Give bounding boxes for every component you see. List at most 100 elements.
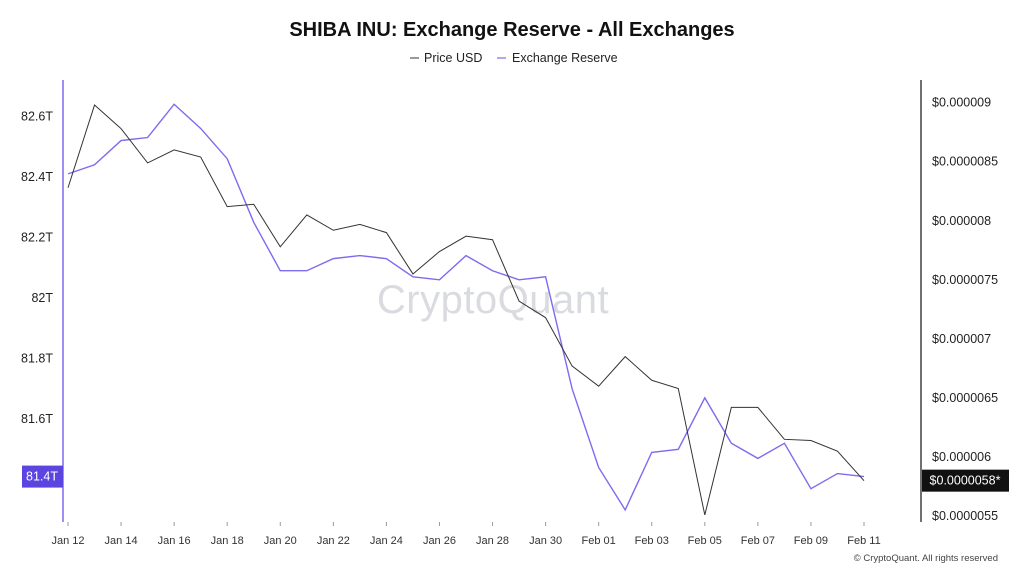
data-point: [490, 268, 495, 273]
x-tick-label: Feb 11: [847, 535, 880, 547]
data-point: [808, 438, 813, 443]
data-point: [119, 126, 124, 131]
x-tick-label: Feb 07: [741, 535, 775, 547]
data-point: [437, 277, 442, 282]
data-point: [198, 126, 203, 131]
legend-reserve-label: Exchange Reserve: [512, 51, 618, 65]
left-tick-label: 82.4T: [21, 170, 53, 184]
data-point: [304, 212, 309, 217]
data-point: [225, 204, 230, 209]
right-tick-label: $0.000009: [932, 96, 991, 110]
right-tick-label: $0.000007: [932, 332, 991, 346]
data-point: [331, 256, 336, 261]
x-tick-label: Jan 28: [476, 535, 509, 547]
legend: Price USD Exchange Reserve: [410, 51, 618, 65]
data-point: [251, 202, 256, 207]
data-point: [278, 268, 283, 273]
data-point: [782, 437, 787, 442]
data-point: [623, 507, 628, 512]
data-point: [278, 244, 283, 249]
left-tick-label: 82T: [31, 291, 53, 305]
data-point: [331, 228, 336, 233]
data-point: [437, 249, 442, 254]
left-axis-ticks: 81.6T 81.8T 82T 82.2T 82.4T 82.6T: [21, 109, 53, 426]
left-current-badge-label: 81.4T: [26, 470, 58, 484]
series-line: [67, 103, 865, 512]
left-tick-label: 81.8T: [21, 352, 53, 366]
right-axis-ticks: $0.0000055 $0.000006 $0.0000065 $0.000007 $0…: [932, 96, 998, 523]
chart-title: SHIBA INU: Exchange Reserve - All Exchan…: [289, 19, 734, 41]
x-tick-label: Jan 30: [529, 535, 562, 547]
data-point: [490, 237, 495, 242]
data-point: [729, 405, 734, 410]
data-point: [543, 315, 548, 320]
data-point: [251, 220, 256, 225]
data-point: [92, 103, 97, 108]
data-point: [66, 185, 71, 190]
x-tick-label: Jan 24: [370, 535, 403, 547]
data-point: [66, 171, 71, 176]
x-tick-label: Jan 16: [158, 535, 191, 547]
data-point: [357, 253, 362, 258]
data-point: [384, 230, 389, 235]
data-point: [145, 135, 150, 140]
data-point: [517, 277, 522, 282]
data-point: [835, 471, 840, 476]
left-current-badge: [22, 465, 63, 488]
data-point: [596, 384, 601, 389]
data-point: [92, 162, 97, 167]
right-tick-label: $0.000008: [932, 214, 991, 228]
data-point: [755, 456, 760, 461]
data-point: [357, 222, 362, 227]
data-point: [119, 138, 124, 143]
data-point: [808, 486, 813, 491]
data-point: [676, 386, 681, 391]
data-point: [835, 449, 840, 454]
data-point: [649, 378, 654, 383]
x-tick-label: Feb 05: [688, 535, 722, 547]
data-point: [172, 147, 177, 152]
x-tick-label: Jan 22: [317, 535, 350, 547]
badge-layer: 81.4T $0.0000058*: [22, 465, 1009, 492]
x-tick-label: Feb 09: [794, 535, 828, 547]
legend-price-label: Price USD: [424, 51, 482, 65]
x-tick-label: Jan 18: [211, 535, 244, 547]
data-point: [145, 160, 150, 165]
data-point: [676, 447, 681, 452]
data-point: [570, 364, 575, 369]
watermark: CryptoQuant: [377, 278, 609, 322]
right-tick-label: $0.0000055: [932, 509, 998, 523]
data-point: [464, 253, 469, 258]
left-tick-label: 82.6T: [21, 109, 53, 123]
right-tick-label: $0.0000075: [932, 273, 998, 287]
x-tick-label: Jan 12: [51, 535, 84, 547]
data-point: [702, 512, 707, 517]
data-point: [570, 386, 575, 391]
data-point: [384, 256, 389, 261]
data-point: [225, 156, 230, 161]
right-tick-label: $0.0000085: [932, 155, 998, 169]
copyright: © CryptoQuant. All rights reserved: [854, 553, 998, 564]
left-tick-label: 81.6T: [21, 412, 53, 426]
data-point: [755, 405, 760, 410]
left-tick-label: 82.2T: [21, 230, 53, 244]
series-exchange-reserve: [66, 103, 865, 512]
x-tick-label: Feb 01: [582, 535, 616, 547]
data-point: [198, 155, 203, 160]
series-layer: [66, 103, 865, 517]
x-axis-ticks: Jan 12 Jan 14 Jan 16 Jan 18 Jan 20 Jan 22 Jan …: [51, 522, 881, 547]
right-current-badge-label: $0.0000058*: [930, 474, 1001, 488]
x-tick-label: Feb 03: [635, 535, 669, 547]
series-price-usd: [66, 103, 865, 517]
data-point: [410, 271, 415, 276]
x-tick-label: Jan 26: [423, 535, 456, 547]
data-point: [543, 274, 548, 279]
x-tick-label: Jan 14: [105, 535, 138, 547]
data-point: [464, 234, 469, 239]
right-tick-label: $0.000006: [932, 450, 991, 464]
data-point: [517, 299, 522, 304]
right-current-badge: [922, 469, 1009, 492]
data-point: [702, 395, 707, 400]
data-point: [729, 441, 734, 446]
